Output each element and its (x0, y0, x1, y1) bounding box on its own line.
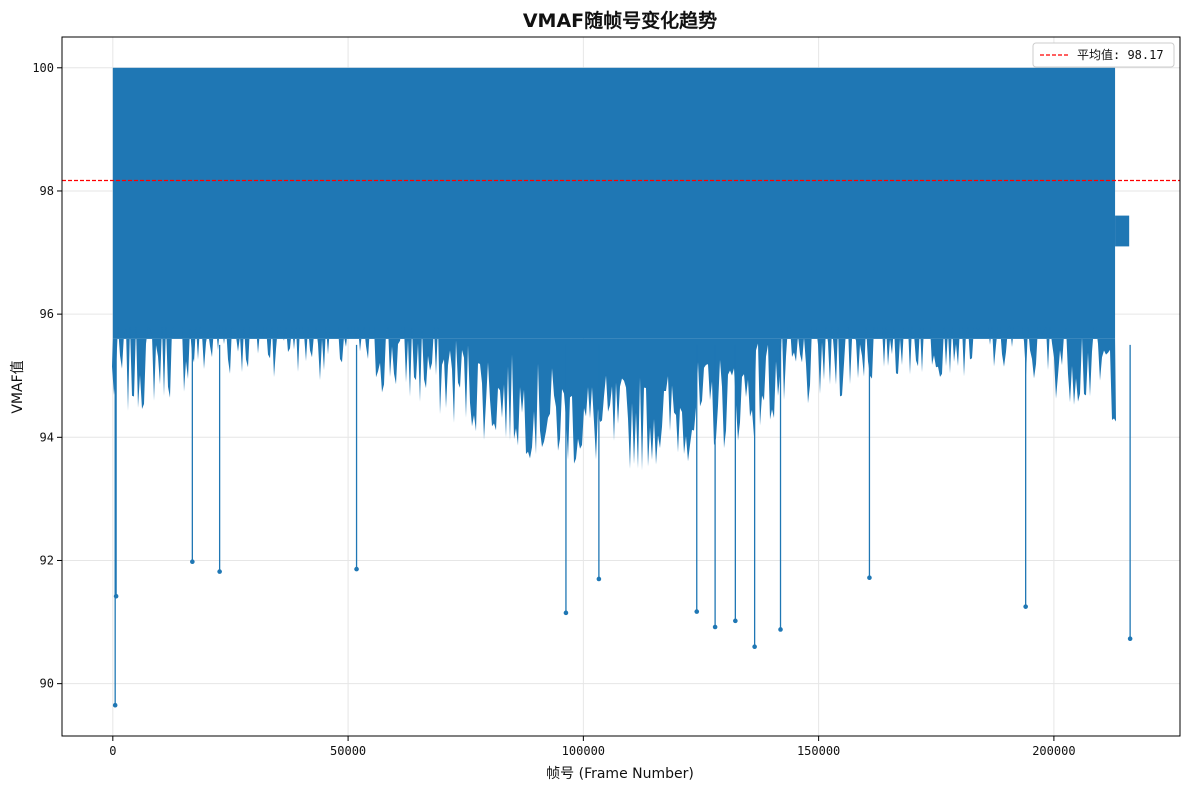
legend-box (1032, 42, 1175, 68)
x-tick-label: 200000 (1032, 744, 1075, 758)
x-tick-label: 150000 (797, 744, 840, 758)
dip-point (190, 559, 195, 565)
y-tick-label: 94 (40, 430, 54, 444)
vmaf-spikes (114, 215, 1131, 706)
dip-point (563, 610, 569, 616)
y-axis-label: VMAF值 (10, 360, 26, 413)
y-tick-label: 100 (32, 61, 54, 75)
dip-point (112, 702, 118, 708)
x-axis-label: 帧号 (Frame Number) (546, 766, 694, 782)
y-tick-label: 90 (40, 677, 54, 691)
x-tick-label: 0 (109, 744, 116, 758)
dip-point (1127, 636, 1133, 641)
dip-point (867, 575, 872, 581)
vmaf-dense-band (112, 67, 1116, 339)
y-tick-label: 96 (40, 307, 54, 321)
x-tick-label: 50000 (330, 744, 366, 758)
dip-point (712, 624, 718, 630)
y-tick-label: 98 (40, 184, 54, 198)
vmaf-fill-area (112, 326, 1116, 471)
legend-label-mean: 平均值: 98.17 (1077, 47, 1164, 62)
dip-point (113, 593, 119, 599)
legend: 平均值: 98.17 (1032, 42, 1175, 68)
x-axis-ticks: 0 50000 100000 150000 200000 (109, 736, 1076, 758)
dip-point (733, 618, 738, 624)
dip-point (217, 569, 222, 574)
dip-point (596, 576, 602, 582)
dip-point (1023, 604, 1028, 609)
y-tick-label: 92 (40, 553, 54, 567)
dip-point (778, 627, 783, 632)
dip-point (354, 566, 359, 572)
dip-point (694, 609, 700, 614)
x-tick-label: 100000 (562, 744, 605, 758)
dip-point (752, 644, 757, 650)
series-vmaf (112, 67, 1133, 708)
y-axis-ticks: 90 92 94 96 98 100 (32, 61, 62, 691)
plot-frame (61, 36, 1181, 737)
chart-title: VMAF随帧号变化趋势 (523, 9, 717, 32)
vmaf-points (112, 559, 1133, 708)
tail-segment (1115, 215, 1130, 247)
